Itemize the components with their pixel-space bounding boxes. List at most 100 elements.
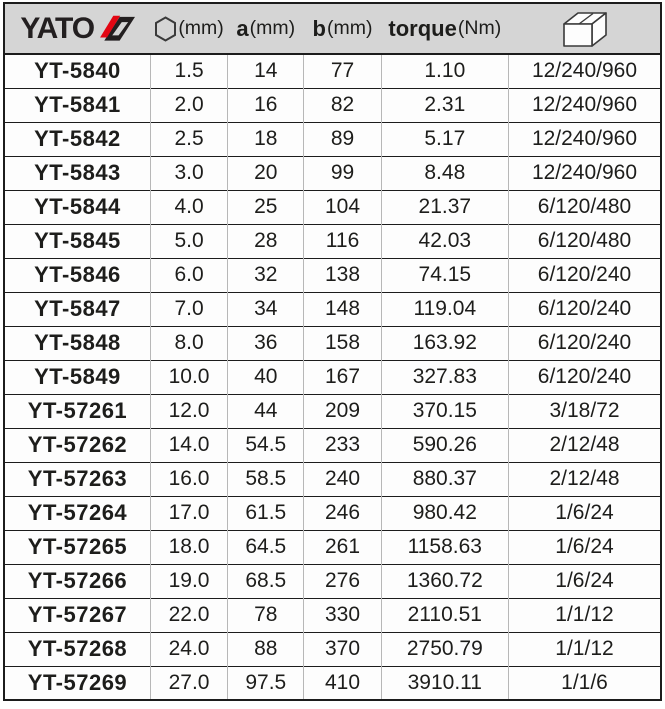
- cell-hex-mm: 5.0: [149, 223, 228, 258]
- header-hex-unit: (mm): [178, 17, 224, 39]
- cell-b-mm: 261: [303, 529, 382, 564]
- cell-torque-nm: 3910.11: [380, 665, 509, 700]
- cell-a-mm: 68.5: [227, 563, 304, 598]
- cell-code: YT-5847: [4, 291, 151, 326]
- cell-torque-nm: 8.48: [380, 155, 509, 190]
- cell-code: YT-57269: [4, 665, 151, 700]
- cell-torque-nm: 5.17: [380, 121, 509, 156]
- cell-torque-nm: 2750.79: [380, 631, 509, 666]
- cell-b-mm: 158: [303, 325, 382, 360]
- cell-hex-mm: 4.0: [149, 189, 228, 224]
- cell-a-mm: 28: [227, 223, 304, 258]
- cell-hex-mm: 18.0: [149, 529, 228, 564]
- cell-hex-mm: 16.0: [149, 461, 228, 496]
- cell-hex-mm: 24.0: [149, 631, 228, 666]
- cell-code: YT-57264: [4, 495, 151, 530]
- table-row: YT-57266 19.0 68.5 276 1360.72 1/6/24: [4, 563, 661, 598]
- cell-package: 1/1/6: [508, 665, 661, 700]
- header-b-label: b: [312, 15, 326, 41]
- cell-a-mm: 61.5: [227, 495, 304, 530]
- table-row: YT-5849 10.0 40 167 327.83 6/120/240: [4, 359, 661, 394]
- cell-torque-nm: 1158.63: [380, 529, 509, 564]
- cell-package: 1/1/12: [508, 631, 661, 666]
- table-row: YT-57269 27.0 97.5 410 3910.11 1/1/6: [4, 665, 661, 700]
- cell-a-mm: 88: [227, 631, 304, 666]
- cell-hex-mm: 3.0: [149, 155, 228, 190]
- cell-torque-nm: 74.15: [380, 257, 509, 292]
- header-cell-hex: (mm): [150, 3, 228, 55]
- hexagon-icon: [154, 15, 177, 42]
- cell-b-mm: 370: [303, 631, 382, 666]
- table-row: YT-57261 12.0 44 209 370.15 3/18/72: [4, 393, 661, 428]
- cell-torque-nm: 880.37: [380, 461, 509, 496]
- cell-hex-mm: 19.0: [149, 563, 228, 598]
- table-body: YT-5840 1.5 14 77 1.10 12/240/960 YT-584…: [4, 53, 661, 700]
- cell-b-mm: 330: [303, 597, 382, 632]
- cell-hex-mm: 27.0: [149, 665, 228, 700]
- spec-sheet: YATO: [3, 2, 662, 701]
- cell-code: YT-57262: [4, 427, 151, 462]
- cell-a-mm: 54.5: [227, 427, 304, 462]
- table-row: YT-5845 5.0 28 116 42.03 6/120/480: [4, 223, 661, 258]
- header-cell-a: a (mm): [227, 3, 304, 55]
- cell-b-mm: 89: [303, 121, 382, 156]
- cell-package: 12/240/960: [508, 121, 661, 156]
- cell-package: 1/6/24: [508, 495, 661, 530]
- table-row: YT-57262 14.0 54.5 233 590.26 2/12/48: [4, 427, 661, 462]
- cell-package: 3/18/72: [508, 393, 661, 428]
- cell-a-mm: 97.5: [227, 665, 304, 700]
- cell-a-mm: 16: [227, 87, 304, 122]
- table-row: YT-5842 2.5 18 89 5.17 12/240/960: [4, 121, 661, 156]
- cell-hex-mm: 7.0: [149, 291, 228, 326]
- cell-b-mm: 99: [303, 155, 382, 190]
- yato-wordmark: YATO: [20, 11, 95, 45]
- cell-package: 2/12/48: [508, 427, 661, 462]
- cell-code: YT-5844: [4, 189, 151, 224]
- cell-code: YT-57266: [4, 563, 151, 598]
- header-cell-brand: YATO: [4, 3, 151, 55]
- cell-a-mm: 18: [227, 121, 304, 156]
- cell-a-mm: 44: [227, 393, 304, 428]
- cell-b-mm: 240: [303, 461, 382, 496]
- cell-b-mm: 209: [303, 393, 382, 428]
- cell-a-mm: 78: [227, 597, 304, 632]
- cell-hex-mm: 6.0: [149, 257, 228, 292]
- cell-package: 6/120/480: [508, 223, 661, 258]
- cell-b-mm: 138: [303, 257, 382, 292]
- cell-package: 6/120/480: [508, 189, 661, 224]
- header-torque-unit: (Nm): [457, 17, 502, 39]
- header-cell-package: [508, 3, 661, 55]
- cell-code: YT-57268: [4, 631, 151, 666]
- cell-package: 6/120/240: [508, 325, 661, 360]
- cell-code: YT-5843: [4, 155, 151, 190]
- cell-torque-nm: 327.83: [380, 359, 509, 394]
- cell-b-mm: 77: [303, 53, 382, 88]
- table-row: YT-5846 6.0 32 138 74.15 6/120/240: [4, 257, 661, 292]
- table-row: YT-5847 7.0 34 148 119.04 6/120/240: [4, 291, 661, 326]
- cell-code: YT-5845: [4, 223, 151, 258]
- cell-torque-nm: 1.10: [380, 53, 509, 88]
- cell-package: 12/240/960: [508, 53, 661, 88]
- cell-hex-mm: 8.0: [149, 325, 228, 360]
- header-b-unit: (mm): [326, 17, 373, 39]
- cell-package: 12/240/960: [508, 87, 661, 122]
- cell-torque-nm: 163.92: [380, 325, 509, 360]
- cell-b-mm: 104: [303, 189, 382, 224]
- cell-package: 6/120/240: [508, 257, 661, 292]
- cell-a-mm: 58.5: [227, 461, 304, 496]
- yato-logo: YATO: [5, 12, 150, 46]
- table-row: YT-57267 22.0 78 330 2110.51 1/1/12: [4, 597, 661, 632]
- header-torque-label: torque: [388, 15, 457, 41]
- cell-package: 2/12/48: [508, 461, 661, 496]
- cell-code: YT-5846: [4, 257, 151, 292]
- table-row: YT-5840 1.5 14 77 1.10 12/240/960: [4, 53, 661, 88]
- cell-torque-nm: 42.03: [380, 223, 509, 258]
- cell-code: YT-57263: [4, 461, 151, 496]
- cell-a-mm: 34: [227, 291, 304, 326]
- cell-torque-nm: 21.37: [380, 189, 509, 224]
- cell-b-mm: 116: [303, 223, 382, 258]
- cell-b-mm: 148: [303, 291, 382, 326]
- cell-hex-mm: 14.0: [149, 427, 228, 462]
- cell-torque-nm: 980.42: [380, 495, 509, 530]
- cell-torque-nm: 590.26: [380, 427, 509, 462]
